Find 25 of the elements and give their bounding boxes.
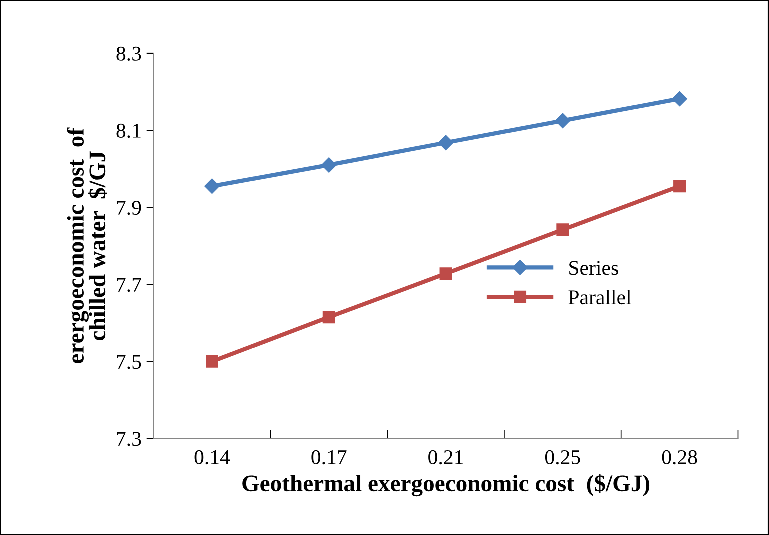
point [206,355,218,368]
y-axis-title: erergoeconomic cost of chilled water $/GJ [67,128,108,364]
x-tick-label: 0.17 [312,450,347,465]
y-tick-label: 7.9 [117,201,142,216]
point [322,311,336,324]
point [674,180,686,193]
x-tick-label: 0.14 [194,450,230,465]
x-tick-label: 0.28 [662,450,698,465]
y-tick-label: 7.3 [117,432,142,446]
legend-label: Parallel [568,290,632,305]
y-tick-label: 8.1 [116,124,141,138]
y-tick-label: 8.3 [116,46,142,62]
x-tick-label: 0.21 [428,450,463,465]
x-axis-title: Geothermal exergoeconomic cost ($/GJ) [242,474,650,497]
point [438,135,454,150]
y-tick-label: 7.5 [117,355,142,370]
y-tick-label: 7.7 [117,278,142,292]
point [556,224,570,236]
point [555,113,570,128]
point [440,268,452,280]
legend-label: Series [570,261,618,276]
point [204,178,220,194]
point [322,158,337,173]
point [672,91,688,107]
x-tick-label: 0.25 [545,450,580,465]
